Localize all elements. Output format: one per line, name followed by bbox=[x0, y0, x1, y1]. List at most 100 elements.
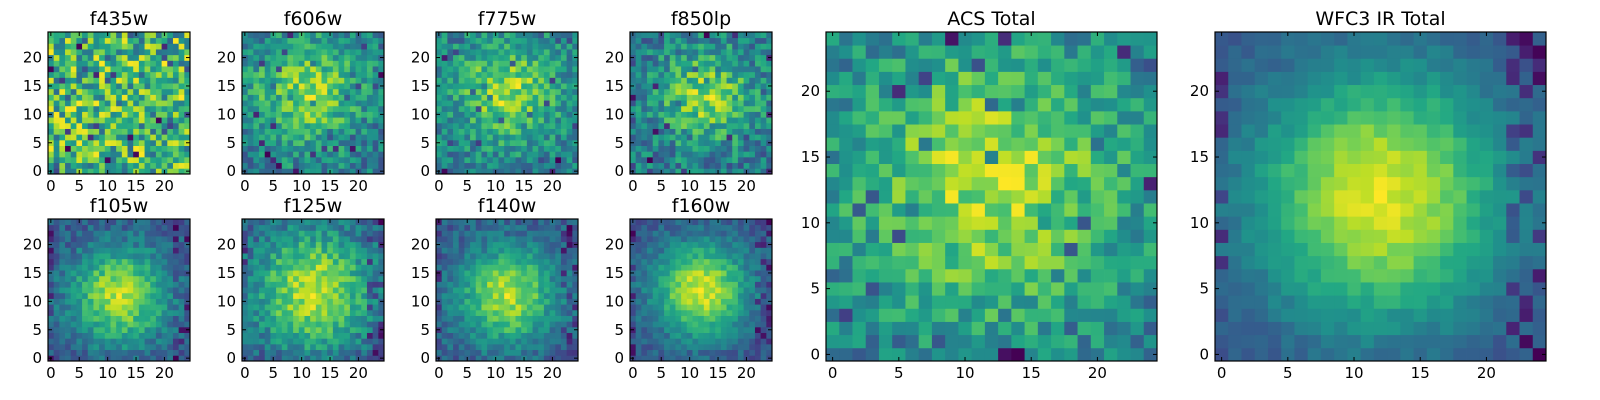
heatmap-cell bbox=[526, 219, 533, 226]
heatmap-cell bbox=[293, 309, 300, 316]
x-tick-label: 0 bbox=[434, 177, 444, 195]
heatmap-cell bbox=[766, 88, 773, 95]
heatmap-cell bbox=[276, 37, 283, 44]
heatmap-cell bbox=[504, 100, 511, 107]
heatmap-cell bbox=[664, 332, 671, 339]
heatmap-cell bbox=[315, 247, 322, 254]
heatmap-cell bbox=[332, 168, 339, 175]
heatmap-cell bbox=[93, 54, 100, 61]
heatmap-cell bbox=[760, 111, 767, 118]
heatmap-cell bbox=[641, 287, 648, 294]
heatmap-cell bbox=[709, 343, 716, 351]
heatmap-cell bbox=[458, 236, 465, 243]
heatmap-cell bbox=[475, 281, 482, 288]
heatmap-cell bbox=[138, 77, 145, 84]
heatmap-cell bbox=[754, 321, 762, 328]
heatmap-cell bbox=[475, 304, 482, 311]
heatmap-cell bbox=[532, 304, 539, 311]
heatmap-cell bbox=[743, 122, 750, 129]
axes-frame bbox=[629, 31, 773, 175]
heatmap-cell bbox=[293, 253, 300, 260]
heatmap-cell bbox=[441, 105, 448, 112]
heatmap-cell bbox=[167, 230, 174, 237]
heatmap-cell bbox=[652, 309, 659, 316]
heatmap-cell bbox=[338, 349, 345, 356]
heatmap-cell bbox=[264, 315, 271, 322]
heatmap-cell bbox=[543, 281, 550, 288]
heatmap-cell bbox=[652, 281, 659, 288]
heatmap-cell bbox=[178, 275, 185, 282]
heatmap-cell bbox=[259, 292, 266, 299]
heatmap-cell bbox=[138, 287, 145, 294]
heatmap-cell bbox=[470, 321, 477, 328]
heatmap-cell bbox=[293, 219, 300, 226]
heatmap-cell bbox=[355, 83, 362, 90]
heatmap-cell bbox=[144, 275, 151, 282]
heatmap-cell bbox=[749, 162, 756, 169]
heatmap-cell bbox=[766, 151, 773, 158]
heatmap-cell bbox=[754, 349, 762, 356]
heatmap-cell bbox=[543, 134, 550, 141]
heatmap-cell bbox=[338, 117, 345, 124]
heatmap-cell bbox=[436, 247, 443, 254]
heatmap-cell bbox=[138, 230, 145, 237]
heatmap-cell bbox=[178, 122, 185, 129]
heatmap-cell bbox=[664, 343, 671, 351]
heatmap-cell bbox=[464, 100, 471, 107]
heatmap-cell bbox=[242, 304, 249, 311]
x-tick-label: 10 bbox=[680, 177, 699, 195]
heatmap-cell bbox=[150, 111, 157, 118]
heatmap-cell bbox=[321, 258, 328, 265]
heatmap-cell bbox=[749, 326, 756, 333]
heatmap-cell bbox=[635, 156, 642, 164]
heatmap-cell bbox=[675, 162, 682, 169]
heatmap-cell bbox=[321, 230, 328, 237]
heatmap-cell bbox=[538, 315, 545, 322]
heatmap-cell bbox=[630, 321, 637, 328]
heatmap-cell bbox=[293, 54, 300, 61]
heatmap-cell bbox=[121, 151, 128, 158]
heatmap-cell bbox=[458, 304, 465, 311]
heatmap-cell bbox=[464, 94, 471, 101]
heatmap-cell bbox=[276, 49, 283, 56]
heatmap-cell bbox=[641, 315, 648, 322]
heatmap-cell bbox=[315, 134, 322, 141]
heatmap-cell bbox=[99, 49, 106, 56]
heatmap-cell bbox=[635, 100, 642, 107]
heatmap-cell bbox=[247, 292, 254, 299]
heatmap-cell bbox=[749, 151, 756, 158]
heatmap-cell bbox=[509, 156, 516, 164]
heatmap-cell bbox=[116, 224, 123, 231]
heatmap-cell bbox=[566, 37, 573, 44]
heatmap-cell bbox=[635, 315, 642, 322]
heatmap-cell bbox=[538, 66, 545, 73]
heatmap-cell bbox=[161, 264, 168, 271]
heatmap-cell bbox=[355, 230, 362, 237]
heatmap-cell bbox=[487, 162, 494, 169]
heatmap-cell bbox=[372, 128, 379, 135]
heatmap-cell bbox=[555, 355, 562, 362]
heatmap-cell bbox=[53, 321, 60, 328]
heatmap-cell bbox=[509, 105, 516, 112]
heatmap-cell bbox=[315, 315, 322, 322]
heatmap-cell bbox=[732, 151, 739, 158]
heatmap-cell bbox=[264, 168, 271, 175]
heatmap-cell bbox=[703, 168, 710, 175]
heatmap-cell bbox=[127, 343, 134, 351]
heatmap-cell bbox=[447, 32, 454, 39]
heatmap-cell bbox=[737, 298, 744, 305]
heatmap-cell bbox=[361, 105, 368, 112]
x-tick-label: 10 bbox=[486, 177, 505, 195]
heatmap-cell bbox=[242, 321, 249, 328]
heatmap-cell bbox=[766, 145, 773, 152]
heatmap-cell bbox=[167, 71, 174, 78]
heatmap-cell bbox=[652, 60, 659, 67]
heatmap-cell bbox=[669, 168, 676, 175]
heatmap-cell bbox=[555, 162, 562, 169]
heatmap-cell bbox=[647, 145, 654, 152]
heatmap-cell bbox=[87, 253, 94, 260]
heatmap-cell bbox=[133, 94, 140, 101]
heatmap-cell bbox=[754, 287, 762, 294]
heatmap-cell bbox=[161, 241, 168, 248]
heatmap-cell bbox=[264, 117, 271, 124]
